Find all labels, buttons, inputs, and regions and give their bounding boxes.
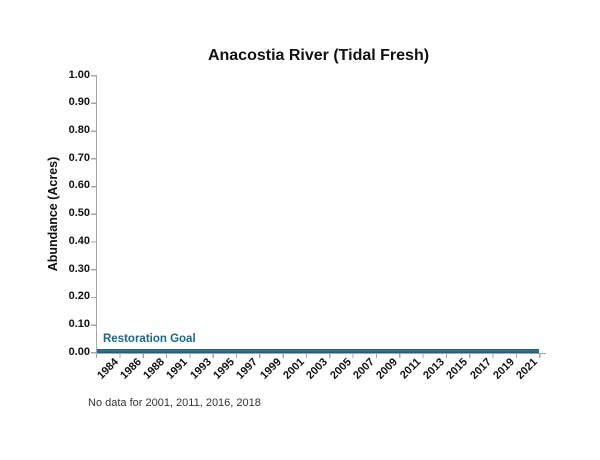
- restoration-goal-label: Restoration Goal: [103, 333, 196, 345]
- y-tick-label: 0.10: [68, 317, 90, 330]
- x-tick-label: 2007: [351, 356, 378, 382]
- x-tick-label: 1993: [187, 356, 214, 382]
- x-tick-label: 1988: [141, 356, 168, 382]
- x-axis-tickmarks: [95, 354, 547, 358]
- y-tick-label: 1.00: [68, 68, 90, 81]
- x-tick-label: 2009: [374, 356, 401, 382]
- x-tick-label: 1995: [211, 356, 238, 382]
- y-tick-label: 0.30: [68, 262, 90, 275]
- x-tick-label: 1999: [257, 356, 284, 382]
- y-axis-title: Abundance (Acres): [46, 156, 60, 272]
- x-tick-label: 2021: [514, 356, 541, 382]
- x-tick-label: 2001: [281, 356, 308, 382]
- x-axis-line: [95, 352, 546, 354]
- no-data-note: No data for 2001, 2011, 2016, 2018: [88, 397, 261, 409]
- x-tick-label: 2013: [421, 356, 447, 382]
- chart-title: Anacostia River (Tidal Fresh): [207, 47, 430, 64]
- restoration-goal-line: [97, 349, 539, 353]
- x-tick-label: 2017: [467, 356, 494, 382]
- y-tick-label: 0.20: [68, 290, 90, 303]
- x-tick-label: 2015: [444, 356, 471, 382]
- y-tick-label: 0.60: [68, 179, 90, 192]
- y-tick-label: 0.40: [68, 234, 90, 247]
- y-axis-tickmarks: [91, 75, 96, 354]
- x-tick-label: 2019: [491, 356, 517, 382]
- y-tick-label: 0.70: [68, 151, 90, 164]
- x-tick-label: 1997: [234, 356, 261, 382]
- x-tick-label: 2005: [327, 356, 354, 382]
- y-tick-label: 0.90: [68, 96, 90, 109]
- y-tick-label: 0.80: [68, 123, 90, 136]
- y-tick-label: 0.00: [68, 345, 90, 358]
- x-tick-label: 1984: [94, 356, 121, 382]
- plot-area: [97, 75, 540, 352]
- x-tick-label: 1991: [164, 356, 191, 382]
- y-tick-label: 0.50: [68, 207, 90, 220]
- x-tick-label: 1986: [118, 356, 144, 382]
- x-tick-label: 2003: [304, 356, 331, 382]
- y-axis-line: [95, 75, 97, 356]
- x-tick-label: 2011: [398, 356, 424, 382]
